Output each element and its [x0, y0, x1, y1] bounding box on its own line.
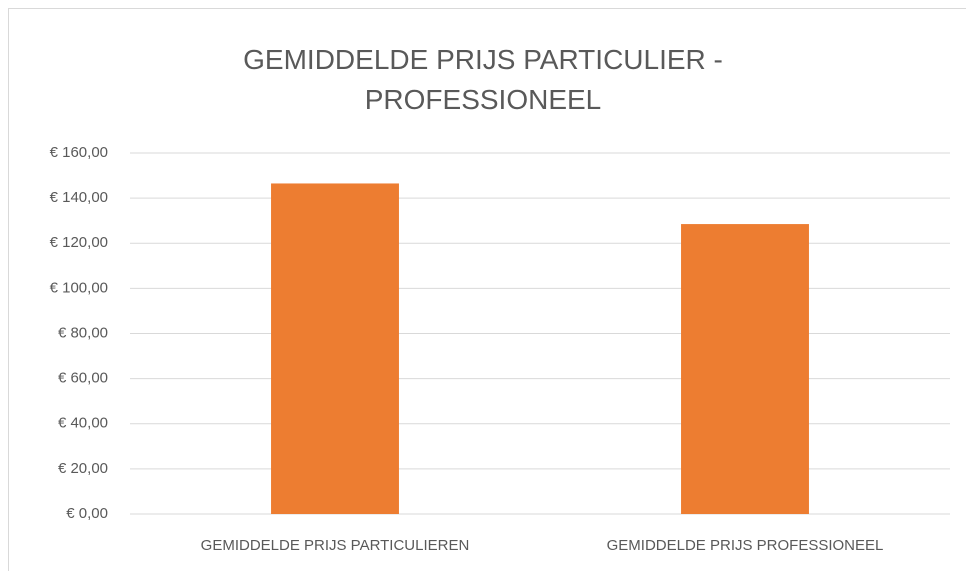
y-tick-label: € 20,00 [58, 460, 108, 477]
y-tick-label: € 0,00 [66, 505, 108, 522]
y-tick-label: € 100,00 [50, 279, 108, 296]
y-tick-label: € 120,00 [50, 234, 108, 251]
y-tick-label: € 40,00 [58, 415, 108, 432]
y-tick-label: € 160,00 [50, 144, 108, 161]
chart-title: GEMIDDELDE PRIJS PARTICULIER - PROFESSIO… [243, 44, 723, 115]
x-tick-label: GEMIDDELDE PRIJS PROFESSIONEEL [607, 537, 884, 554]
chart-border [8, 8, 966, 571]
y-tick-label: € 60,00 [58, 370, 108, 387]
bar [681, 224, 809, 514]
bar [271, 183, 399, 514]
y-tick-label: € 80,00 [58, 324, 108, 341]
y-tick-label: € 140,00 [50, 189, 108, 206]
x-tick-label: GEMIDDELDE PRIJS PARTICULIEREN [201, 537, 470, 554]
